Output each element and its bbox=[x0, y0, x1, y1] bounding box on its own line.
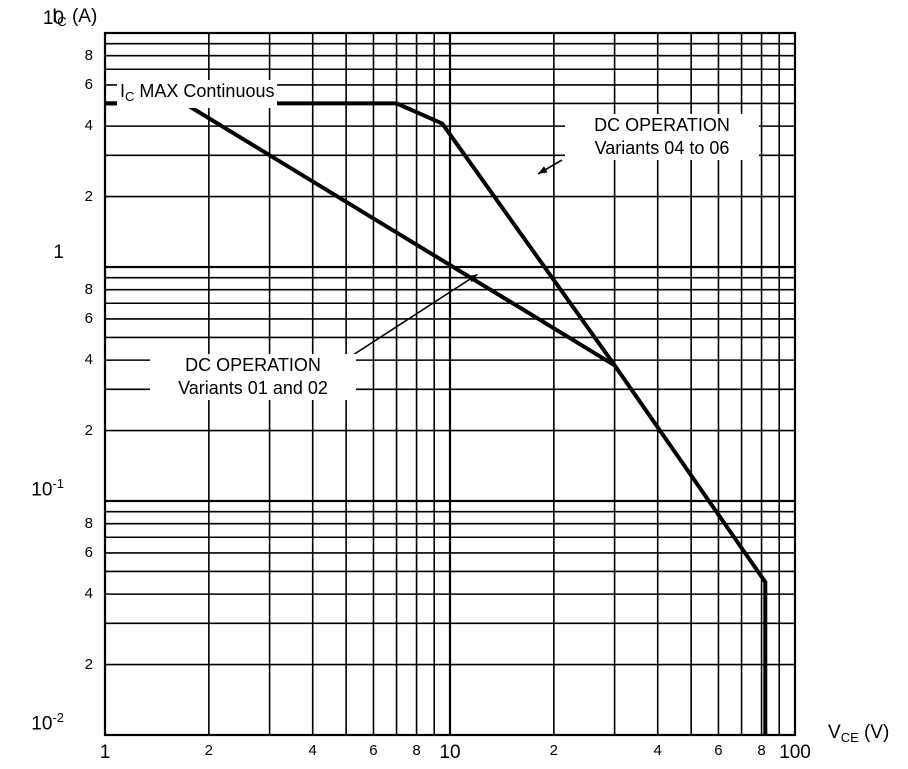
x-tick-label: 2 bbox=[549, 742, 559, 759]
x-tick-label: 8 bbox=[757, 742, 766, 759]
x-tick-label: 100 bbox=[779, 742, 811, 763]
y-tick-label: 2 bbox=[84, 187, 93, 205]
y-tick-label: 4 bbox=[84, 585, 93, 603]
x-tick-label: 8 bbox=[412, 742, 421, 759]
y-tick-label: 8 bbox=[84, 280, 93, 298]
y-tick-label: 1 bbox=[53, 242, 64, 263]
y-tick-label: 8 bbox=[84, 514, 93, 532]
x-tick-label: 10 bbox=[439, 742, 461, 763]
x-tick-label: 4 bbox=[653, 742, 662, 759]
y-axis-title-main: I bbox=[52, 6, 58, 27]
annotation-dc-04-06-line1: DC OPERATION bbox=[594, 115, 730, 135]
y-tick-label-exponent: -1 bbox=[52, 476, 64, 491]
x-axis-title-sub: CE bbox=[840, 730, 859, 745]
y-tick-label: 2 bbox=[84, 421, 93, 439]
y-tick-label-exponent: -2 bbox=[52, 710, 64, 725]
y-tick-label: 10-2 bbox=[31, 710, 64, 735]
arrow-dc-04-06 bbox=[537, 159, 563, 175]
x-tick-label: 1 bbox=[99, 742, 111, 763]
x-axis-title-main: V bbox=[828, 722, 841, 743]
series-curves bbox=[105, 101, 768, 735]
annotation-dc-01-02-line1: DC OPERATION bbox=[185, 355, 321, 375]
x-tick-label: 6 bbox=[714, 742, 723, 759]
x-axis-title-unit: (V) bbox=[864, 722, 890, 743]
annotation-ic-max-sub: C bbox=[125, 89, 135, 104]
y-tick-label: 6 bbox=[84, 543, 93, 561]
x-tick-label: 6 bbox=[369, 742, 378, 759]
annotation-dc-04-06-line2: Variants 04 to 06 bbox=[594, 138, 730, 158]
x-tick-label: 2 bbox=[204, 742, 214, 759]
series-line-1 bbox=[105, 101, 768, 735]
y-tick-label: 10-1 bbox=[31, 476, 64, 501]
plot-frame bbox=[103, 31, 797, 737]
series-line-2 bbox=[105, 101, 616, 368]
annotation-ic-max: IC MAX Continuous bbox=[117, 80, 278, 108]
y-tick-label: 2 bbox=[84, 655, 93, 673]
y-tick-label: 10 bbox=[42, 8, 64, 29]
y-tick-label: 4 bbox=[84, 351, 93, 369]
x-axis-title: VCE (V) bbox=[828, 722, 889, 745]
arrow-dc-01-02 bbox=[352, 273, 478, 356]
annotation-dc-operation-01-02: DC OPERATION Variants 01 and 02 bbox=[150, 354, 356, 400]
y-tick-label: 4 bbox=[84, 117, 93, 135]
annotation-dc-01-02-line2: Variants 01 and 02 bbox=[178, 378, 328, 398]
annotation-arrows bbox=[352, 159, 563, 356]
annotation-ic-max-main: I bbox=[120, 81, 126, 101]
y-tick-label: 6 bbox=[84, 309, 93, 327]
x-tick-label: 4 bbox=[308, 742, 317, 759]
annotation-ic-max-rest: MAX Continuous bbox=[134, 81, 275, 101]
y-tick-label: 8 bbox=[84, 46, 93, 64]
y-axis-title-sub: C bbox=[57, 14, 67, 29]
y-axis-title: IC (A) bbox=[52, 6, 97, 29]
y-axis-title-unit: (A) bbox=[71, 6, 98, 27]
y-tick-label: 6 bbox=[84, 75, 93, 93]
annotation-dc-operation-04-06: DC OPERATION Variants 04 to 06 bbox=[565, 114, 759, 160]
plot-border bbox=[103, 31, 797, 737]
